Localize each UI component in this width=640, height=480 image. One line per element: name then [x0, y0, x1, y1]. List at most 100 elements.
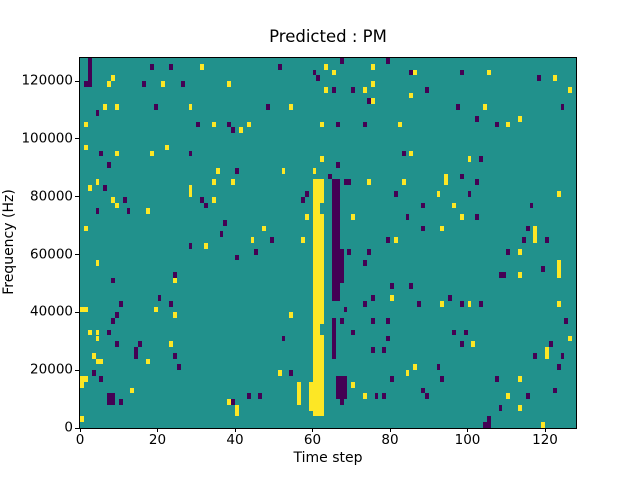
heatmap-cell [165, 144, 170, 151]
y-tick-label: 40000 [30, 303, 73, 320]
x-tick-mark [79, 428, 81, 432]
heatmap-cell [339, 318, 344, 324]
heatmap-cell [281, 335, 286, 342]
heatmap-cell [95, 110, 100, 116]
heatmap-cell [541, 422, 545, 428]
x-tick-label: 0 [75, 432, 85, 448]
heatmap-cell [111, 399, 115, 405]
heatmap-cell [87, 75, 92, 82]
heatmap-cell [149, 63, 154, 70]
heatmap-cell [390, 375, 394, 382]
heatmap-cell [118, 399, 123, 405]
heatmap-cell [157, 295, 162, 301]
y-tick-label: 100000 [21, 130, 73, 147]
heatmap-cell [483, 104, 487, 111]
heatmap-cell [556, 260, 561, 267]
heatmap-cell [347, 179, 352, 186]
heatmap-cell [424, 393, 429, 400]
heatmap-cell [83, 375, 88, 382]
heatmap-cell [235, 410, 239, 417]
heatmap-cell [525, 393, 530, 400]
heatmap-cell [246, 393, 251, 400]
heatmap-cell [87, 185, 92, 191]
heatmap-cell [521, 237, 526, 243]
heatmap-cell [114, 341, 119, 348]
heatmap-cell [95, 208, 100, 215]
heatmap-cell [219, 231, 224, 238]
heatmap-cell [467, 190, 472, 197]
y-tick-label: 60000 [30, 246, 73, 263]
x-tick-mark [157, 428, 158, 432]
heatmap-cell [517, 375, 522, 382]
heatmap-cell [258, 393, 263, 400]
heatmap-cell [386, 318, 390, 324]
heatmap-cell [145, 358, 150, 365]
x-tick-label: 120 [532, 432, 558, 448]
heatmap-cell [231, 399, 235, 405]
heatmap-cell [494, 121, 499, 128]
x-tick-mark [544, 428, 546, 432]
heatmap-region [339, 248, 344, 284]
heatmap-cell [393, 190, 398, 197]
heatmap-cell [405, 370, 410, 376]
plot-area [79, 57, 577, 429]
heatmap-cell [552, 387, 557, 394]
heatmap-cell [479, 300, 483, 307]
heatmap-cell [149, 150, 154, 157]
heatmap-cell [347, 248, 352, 255]
heatmap-region [320, 323, 325, 336]
heatmap-cell [238, 127, 243, 134]
heatmap-cell [211, 121, 216, 128]
heatmap-cell [87, 69, 92, 76]
heatmap-cell [95, 358, 100, 365]
heatmap-cell [111, 75, 115, 82]
heatmap-cell [409, 150, 414, 157]
heatmap-cell [568, 335, 573, 342]
heatmap-cell [374, 393, 379, 400]
heatmap-cell [533, 352, 538, 359]
heatmap-cell [390, 295, 394, 301]
heatmap-cell [506, 248, 511, 255]
heatmap-cell [324, 86, 328, 93]
heatmap-cell [254, 248, 259, 255]
heatmap-cell [556, 271, 561, 278]
heatmap-cell [289, 312, 294, 319]
y-tick-mark [75, 369, 79, 371]
heatmap-cell [370, 81, 375, 87]
heatmap-cell [297, 393, 301, 400]
heatmap-cell [409, 69, 414, 76]
heatmap-cell [545, 237, 549, 243]
heatmap-cell [467, 156, 472, 163]
y-tick-label: 80000 [30, 188, 73, 205]
heatmap-cell [459, 69, 464, 76]
heatmap-cell [188, 150, 193, 157]
heatmap-cell [556, 266, 561, 272]
heatmap-cell [564, 318, 569, 324]
heatmap-cell [235, 404, 239, 411]
heatmap-cell [324, 63, 328, 70]
heatmap-cell [289, 104, 294, 111]
heatmap-cell [188, 185, 193, 191]
heatmap-cell [87, 63, 92, 70]
heatmap-cell [231, 179, 235, 186]
heatmap-cell [459, 300, 464, 307]
heatmap-cell [114, 150, 119, 157]
y-tick-mark [75, 254, 79, 256]
heatmap-cell [444, 173, 449, 180]
heatmap-cell [397, 121, 402, 128]
heatmap-cell [95, 179, 100, 186]
heatmap-cell [517, 115, 522, 122]
heatmap-cell [173, 312, 177, 319]
heatmap-cell [362, 300, 367, 307]
heatmap-cell [169, 63, 173, 70]
heatmap-cell [145, 208, 150, 215]
heatmap-cell [506, 393, 511, 400]
heatmap-cell [417, 300, 421, 307]
heatmap-cell [533, 231, 538, 238]
heatmap-background [80, 58, 576, 428]
heatmap-cell [502, 271, 507, 278]
heatmap-cell [297, 381, 301, 388]
heatmap-cell [366, 98, 371, 105]
heatmap-cell [370, 295, 375, 301]
